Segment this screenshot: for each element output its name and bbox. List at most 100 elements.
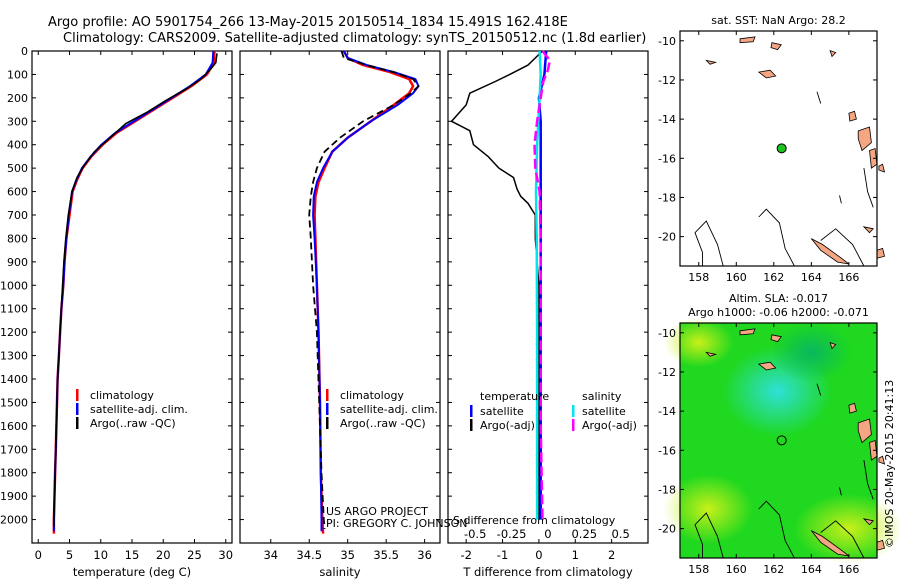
- bathymetry-contour: [863, 168, 874, 208]
- legend-swatch: [470, 419, 473, 431]
- bathymetry-contour: [758, 500, 795, 559]
- land-island: [857, 418, 872, 444]
- x2-axis-label: S difference from climatology: [453, 514, 616, 527]
- y-tick-label: 800: [7, 232, 28, 245]
- x-tick-label: 2: [608, 548, 615, 562]
- plot-frame: [239, 50, 441, 544]
- credit-pi: PI: GREGORY C. JOHNSON: [326, 517, 467, 530]
- land-island: [705, 351, 718, 357]
- x-tick-label: 164: [801, 563, 822, 576]
- x-tick-label: 5: [66, 548, 73, 562]
- x-tick-label: 160: [726, 271, 747, 284]
- x2-tick-label: -0.25: [497, 527, 527, 541]
- land-island: [878, 455, 886, 465]
- y-tick-label: -14: [658, 405, 676, 418]
- x-tick-label: 164: [801, 271, 822, 284]
- x-tick-label: 25: [187, 548, 202, 562]
- x2-tick-label: 0.5: [612, 527, 630, 541]
- y-tick-label: 900: [7, 256, 28, 269]
- x-tick-label: -1: [497, 548, 508, 562]
- legend-group-title: salinity: [582, 390, 622, 403]
- legend-swatch: [470, 405, 473, 417]
- y-tick-label: 0: [21, 45, 28, 58]
- legend-label: Argo(-adj): [582, 419, 637, 432]
- y-tick-label: -16: [658, 444, 676, 457]
- legend-label: satellite: [480, 405, 524, 418]
- sla-anomaly-positive: [663, 317, 734, 368]
- legend-label: Argo(..raw -QC): [90, 417, 176, 430]
- land-island: [857, 126, 872, 152]
- land-island: [848, 110, 857, 122]
- series-line-argo: [534, 50, 542, 520]
- legend-label: satellite: [582, 405, 626, 418]
- legend-swatch: [572, 419, 575, 431]
- sla-anomaly-positive: [793, 493, 900, 564]
- y-tick-label: 1000: [0, 279, 28, 292]
- bathymetry-contour: [758, 208, 795, 267]
- land-island: [878, 163, 886, 173]
- y-tick-label: 1200: [0, 326, 28, 339]
- x-tick-label: 0: [35, 548, 42, 562]
- x-tick-label: 30: [218, 548, 233, 562]
- sla-anomaly-negative: [771, 322, 852, 383]
- y-tick-label: -10: [658, 35, 676, 48]
- legend-label: satellite-adj. clim.: [90, 403, 188, 416]
- land-island: [848, 402, 857, 414]
- y-tick-label: 300: [7, 115, 28, 128]
- plot-frame: [447, 50, 649, 544]
- x-axis-label: T difference from climatology: [462, 565, 633, 579]
- land-island: [876, 247, 885, 259]
- legend-swatch: [76, 389, 79, 401]
- legend-label: climatology: [340, 389, 404, 402]
- map-frame: [679, 322, 878, 559]
- bathymetry-contour: [816, 91, 822, 104]
- profile-panel-2: 34 34.5 35 35.5 36 salinity climatologysatelli…: [239, 50, 441, 579]
- bathymetry-contour: [820, 228, 865, 267]
- x-tick-label: 35.5: [373, 548, 399, 562]
- imos-watermark: ©IMOS 20-May-2015 20:41:13: [883, 380, 896, 548]
- land-island: [770, 334, 783, 343]
- y-tick-label: 1300: [0, 350, 28, 363]
- x-tick-label: 162: [763, 271, 784, 284]
- x2-tick-label: 0.25: [571, 527, 597, 541]
- x-tick-label: 1: [572, 548, 579, 562]
- bathymetry-contour: [694, 220, 724, 267]
- y-tick-label: 1600: [0, 420, 28, 433]
- sst-map-panel: 158 160 162 164 166 -10 -12 -14 -16 -18 -20 sat. SS…: [658, 14, 886, 284]
- x-tick-label: 36: [417, 548, 432, 562]
- legend-label: Argo(-adj): [480, 419, 535, 432]
- legend-label: climatology: [90, 389, 154, 402]
- x-tick-label: 34.5: [296, 548, 322, 562]
- land-island: [829, 49, 837, 58]
- legend-label: satellite-adj. clim.: [340, 403, 438, 416]
- land-island: [739, 328, 756, 336]
- x-tick-label: 34: [263, 548, 278, 562]
- legend-group-title: temperature: [480, 390, 549, 403]
- x-tick-label: 158: [688, 563, 709, 576]
- land-island: [705, 59, 718, 65]
- map-title: sat. SST: NaN Argo: 28.2: [711, 14, 845, 27]
- figure-title: Argo profile: AO 5901754_266 13-May-2015…: [48, 15, 568, 30]
- bathymetry-contour: [839, 195, 842, 204]
- x-tick-label: 15: [125, 548, 140, 562]
- bathymetry-contour: [820, 520, 865, 559]
- y-tick-label: 500: [7, 162, 28, 175]
- sla-map-panel: 158 160 162 164 166 -10 -12 -14 -16 -18 -20 Altim. …: [658, 292, 900, 576]
- y-tick-label: 700: [7, 209, 28, 222]
- legend-swatch: [572, 405, 575, 417]
- x-axis-label: temperature (deg C): [73, 565, 191, 579]
- land-island: [862, 226, 874, 234]
- y-tick-label: 1800: [0, 467, 28, 480]
- series-line-argo: [308, 50, 420, 529]
- profile-panel-3: -2 -1 0 1 2 T difference from climatology -0.5…: [447, 50, 649, 579]
- x-tick-label: 35: [340, 548, 355, 562]
- bathymetry-contour: [863, 460, 874, 500]
- y-tick-label: 100: [7, 68, 28, 81]
- x-tick-label: 10: [93, 548, 108, 562]
- y-tick-label: 1500: [0, 396, 28, 409]
- y-tick-label: -14: [658, 113, 676, 126]
- x-tick-label: 166: [838, 563, 859, 576]
- profile-panel-1: 0 5 10 15 20 25 30 temperature (deg C) 0 100 200 30…: [0, 45, 233, 579]
- land-island: [757, 361, 777, 371]
